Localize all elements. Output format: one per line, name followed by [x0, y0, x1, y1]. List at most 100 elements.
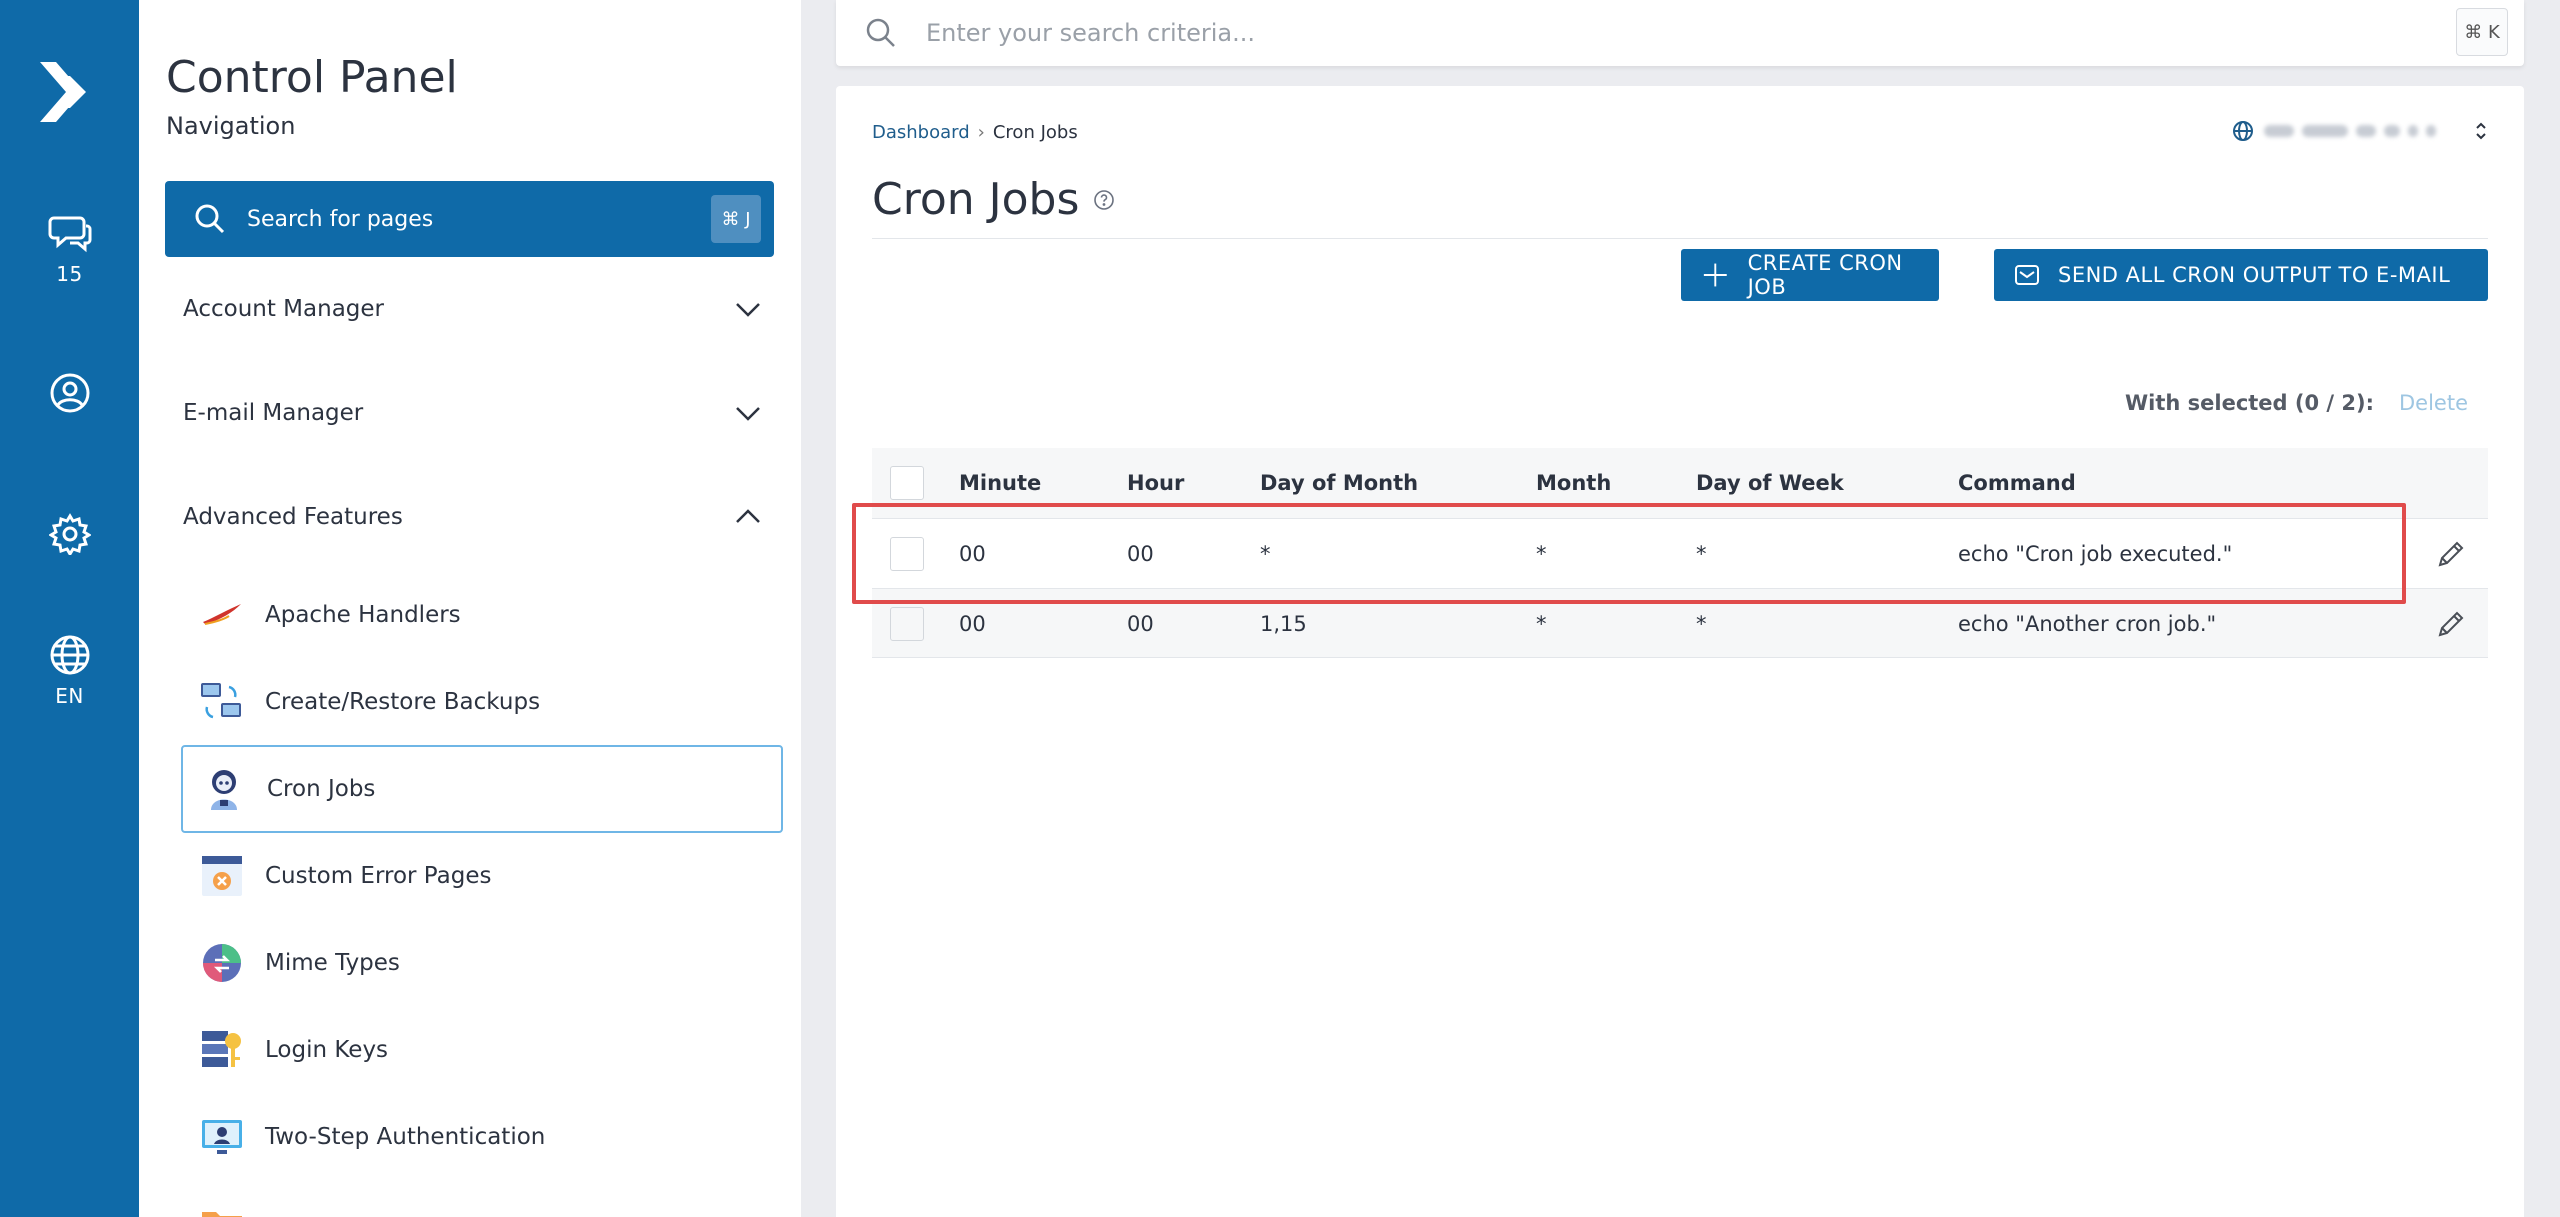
sidebar-item-partial[interactable] [181, 1180, 783, 1217]
chat-icon [48, 216, 91, 253]
cell-command: echo "Another cron job." [1958, 612, 2217, 636]
col-month[interactable]: Month [1536, 471, 1612, 495]
nav-group-advanced-features[interactable]: Advanced Features [183, 492, 763, 542]
two-step-monitor-icon [199, 1114, 245, 1160]
breadcrumb-chevron-icon: › [977, 122, 985, 143]
chevron-down-icon [736, 407, 760, 421]
col-command[interactable]: Command [1958, 471, 2076, 495]
folder-icon [199, 1202, 245, 1217]
page-title-text: Cron Jobs [872, 174, 1080, 225]
breadcrumb: Dashboard › Cron Jobs [872, 122, 1078, 143]
page-search-placeholder: Search for pages [247, 206, 434, 232]
help-icon[interactable] [1093, 189, 1115, 211]
cell-minute: 00 [959, 542, 986, 566]
send-all-output-label: SEND ALL CRON OUTPUT TO E-MAIL [2058, 263, 2451, 287]
sidebar-item-backups[interactable]: Create/Restore Backups [181, 658, 783, 746]
globe-icon [2233, 121, 2253, 141]
language-label: EN [55, 684, 84, 708]
language-button[interactable]: EN [0, 634, 139, 708]
sidebar-item-login-keys[interactable]: Login Keys [181, 1006, 783, 1094]
cell-command: echo "Cron job executed." [1958, 542, 2233, 566]
navigation-panel: Control Panel Navigation Search for page… [139, 0, 801, 1217]
row-checkbox[interactable] [890, 607, 924, 641]
edit-pencil-icon[interactable] [2434, 537, 2468, 571]
cell-month: * [1536, 542, 1547, 566]
global-search-shortcut: ⌘ K [2456, 8, 2508, 56]
breadcrumb-dashboard-link[interactable]: Dashboard [872, 122, 970, 143]
sidebar-item-label: Mime Types [265, 950, 400, 976]
sidebar-item-label: Apache Handlers [265, 602, 461, 628]
col-hour[interactable]: Hour [1127, 471, 1185, 495]
cell-hour: 00 [1127, 542, 1154, 566]
edit-pencil-icon[interactable] [2434, 607, 2468, 641]
global-search-placeholder: Enter your search criteria... [926, 19, 1256, 47]
col-day-of-month[interactable]: Day of Month [1260, 471, 1419, 495]
sidebar-item-two-step-auth[interactable]: Two-Step Authentication [181, 1093, 783, 1181]
settings-button[interactable] [0, 513, 139, 555]
cell-hour: 00 [1127, 612, 1154, 636]
user-circle-icon [50, 373, 89, 413]
domain-name-blurred [2264, 122, 2464, 140]
sidebar-item-custom-error-pages[interactable]: Custom Error Pages [181, 832, 783, 920]
row-checkbox[interactable] [890, 537, 924, 571]
col-minute[interactable]: Minute [959, 471, 1042, 495]
page-title: Cron Jobs [872, 174, 1115, 225]
create-cron-job-button[interactable]: CREATE CRON JOB [1681, 249, 1939, 301]
gear-icon [48, 513, 91, 555]
sidebar-item-mime-types[interactable]: Mime Types [181, 919, 783, 1007]
app-logo-icon[interactable] [36, 56, 102, 128]
mail-icon [2015, 265, 2039, 285]
cell-day-of-month: 1,15 [1260, 612, 1307, 636]
create-cron-job-label: CREATE CRON JOB [1747, 251, 1903, 299]
search-icon [866, 18, 895, 47]
chevron-up-icon [736, 509, 760, 523]
search-icon [195, 204, 225, 234]
messages-button[interactable]: 15 [0, 212, 139, 286]
cron-robot-icon [201, 766, 247, 812]
chevron-down-icon [736, 303, 760, 317]
delete-selected-button[interactable]: Delete [2399, 391, 2468, 415]
messages-count: 15 [56, 262, 83, 286]
cell-day-of-week: * [1696, 612, 1707, 636]
nav-group-label: E-mail Manager [183, 400, 364, 426]
cell-day-of-month: * [1260, 542, 1271, 566]
nav-group-account-manager[interactable]: Account Manager [183, 284, 763, 334]
app-rail: 15 EN [0, 0, 139, 1217]
table-row[interactable]: 00 00 1,15 * * echo "Another cron job." [872, 588, 2488, 658]
mime-globe-icon [199, 940, 245, 986]
title-divider [872, 238, 2488, 239]
cron-jobs-table: Minute Hour Day of Month Month Day of We… [872, 448, 2488, 658]
cell-day-of-week: * [1696, 542, 1707, 566]
sidebar-item-label: Login Keys [265, 1037, 389, 1063]
breadcrumb-current: Cron Jobs [992, 122, 1078, 143]
sidebar-item-cron-jobs[interactable]: Cron Jobs [181, 745, 783, 833]
globe-icon [50, 635, 89, 675]
main-content: Dashboard › Cron Jobs Cron Jobs CREATE C… [836, 86, 2524, 1217]
sort-chevrons-icon [2476, 122, 2486, 140]
page-search-shortcut: ⌘ J [711, 195, 761, 243]
sidebar-item-label: Two-Step Authentication [265, 1124, 546, 1150]
col-day-of-week[interactable]: Day of Week [1696, 471, 1844, 495]
sidebar-item-label: Custom Error Pages [265, 863, 492, 889]
select-all-checkbox[interactable] [890, 466, 924, 500]
backup-computers-icon [199, 679, 245, 725]
nav-group-email-manager[interactable]: E-mail Manager [183, 388, 763, 438]
domain-selector[interactable] [2232, 120, 2488, 142]
page-search-input[interactable]: Search for pages ⌘ J [165, 181, 774, 257]
panel-subtitle: Navigation [166, 112, 296, 140]
error-page-icon [199, 853, 245, 899]
sidebar-item-label: Cron Jobs [267, 776, 376, 802]
send-all-output-button[interactable]: SEND ALL CRON OUTPUT TO E-MAIL [1994, 249, 2488, 301]
sidebar-item-apache-handlers[interactable]: Apache Handlers [181, 571, 783, 659]
nav-group-label: Account Manager [183, 296, 384, 322]
cell-month: * [1536, 612, 1547, 636]
global-search-input[interactable]: Enter your search criteria... ⌘ K [836, 0, 2524, 66]
nav-group-label: Advanced Features [183, 504, 403, 530]
plus-icon [1703, 263, 1727, 287]
selection-count: With selected (0 / 2): [2124, 391, 2374, 415]
login-key-icon [199, 1027, 245, 1073]
cell-minute: 00 [959, 612, 986, 636]
table-header: Minute Hour Day of Month Month Day of We… [872, 448, 2488, 518]
account-button[interactable] [0, 372, 139, 414]
table-row[interactable]: 00 00 * * * echo "Cron job executed." [872, 518, 2488, 588]
